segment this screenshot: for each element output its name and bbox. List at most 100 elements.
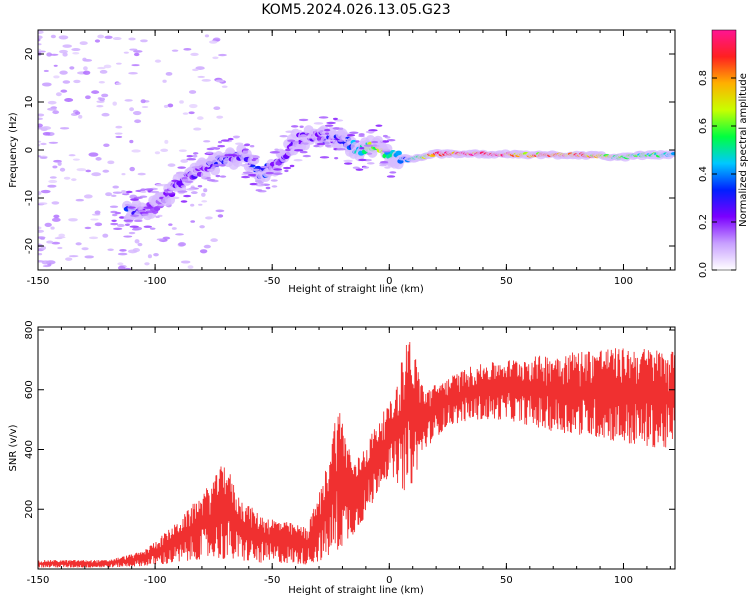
noise-speck [189, 103, 198, 109]
noise-speck [103, 64, 112, 69]
noise-speck [188, 90, 197, 94]
noise-speck [115, 135, 123, 139]
noise-speck [129, 139, 134, 144]
noise-speck [147, 254, 153, 259]
noise-speck [201, 79, 212, 82]
noise-speck [44, 222, 52, 227]
ridge-speckle [155, 183, 164, 187]
noise-speck [116, 223, 125, 228]
ridge-speckle [332, 117, 338, 121]
ridge-speckle [293, 159, 303, 162]
spectrogram-ytick-label: 0 [24, 147, 35, 153]
noise-speck [52, 110, 60, 115]
noise-speck [58, 35, 69, 40]
ridge-speckle [346, 134, 356, 137]
noise-speck [94, 210, 101, 215]
ridge-speckle [139, 211, 149, 215]
noise-speck [75, 111, 81, 115]
ridge-speckle [379, 163, 387, 167]
noise-speck [58, 233, 66, 237]
ridge-speckle [375, 124, 383, 127]
noise-speck [53, 214, 60, 219]
ridge-speckle [141, 213, 149, 216]
noise-speck [140, 99, 146, 104]
ridge-speckle [113, 227, 123, 231]
ridge-speckle [217, 144, 226, 148]
noise-speck [154, 59, 162, 63]
noise-speck [149, 227, 156, 230]
snr-xtick-label: -50 [264, 575, 280, 586]
noise-speck [97, 66, 106, 70]
noise-speck [183, 48, 192, 51]
noise-speck [188, 111, 195, 115]
snr-xtick-label: 100 [614, 575, 633, 586]
ridge-speckle [164, 189, 169, 192]
noise-speck [59, 49, 68, 54]
ridge-speckle [324, 128, 331, 132]
noise-speck [201, 192, 206, 197]
noise-speck [178, 149, 187, 152]
spectrogram-ytick-label: 10 [24, 96, 35, 109]
ridge-speckle [371, 140, 379, 144]
noise-speck [102, 169, 110, 173]
noise-speck [38, 191, 42, 196]
ridge-speckle [111, 219, 117, 222]
noise-speck [192, 68, 199, 72]
noise-speck [38, 140, 42, 143]
ridge-speckle [358, 133, 365, 136]
ridge-speckle [232, 135, 241, 138]
ridge-speckle [372, 144, 377, 147]
ridge-speckle [289, 164, 295, 168]
noise-speck [38, 253, 43, 256]
ridge-speckle [285, 130, 295, 133]
noise-speck [68, 255, 79, 258]
noise-speck [48, 179, 58, 184]
noise-speck [94, 222, 103, 227]
ridge-speckle [325, 132, 330, 135]
ridge-speckle [382, 134, 388, 138]
noise-speck [179, 100, 184, 104]
ridge-speckle [382, 148, 391, 152]
ridge-speckle [343, 159, 353, 163]
ridge-speckle [131, 228, 140, 231]
ridge-speckle [140, 188, 146, 191]
noise-speck [38, 143, 41, 147]
noise-speck [128, 72, 138, 75]
noise-speck [60, 89, 68, 93]
noise-speck [57, 161, 62, 166]
ridge-speckle [170, 196, 180, 200]
noise-speck [203, 188, 208, 193]
noise-speck [40, 189, 51, 194]
spectrogram-ytick-label: 20 [24, 48, 35, 61]
ridge-speckle [362, 166, 370, 169]
ridge-speckle [186, 158, 197, 161]
ridge-speckle [183, 194, 192, 198]
noise-speck [134, 119, 142, 124]
noise-speck [117, 265, 126, 270]
noise-speck [38, 43, 42, 46]
ridge-speckle [379, 160, 389, 164]
noise-speck [64, 98, 74, 102]
noise-speck [127, 249, 138, 254]
noise-speck [47, 100, 57, 105]
noise-speck [171, 49, 179, 52]
ridge-speckle [110, 194, 117, 198]
snr-xlabel: Height of straight line (km) [288, 585, 424, 596]
snr-line [38, 341, 675, 568]
ridge-speckle [258, 181, 264, 184]
ridge-speckle [265, 186, 271, 190]
noise-speck [124, 267, 132, 270]
noise-speck [68, 218, 78, 222]
noise-speck [132, 110, 142, 116]
ridge-speckle [297, 129, 302, 133]
noise-speck [42, 131, 51, 136]
ridge-speckle [349, 131, 359, 134]
ridge-speckle [177, 190, 188, 193]
ridge-speckle [143, 225, 153, 228]
noise-speck [84, 255, 94, 259]
noise-speck [41, 82, 52, 87]
ridge-speckle [197, 185, 203, 188]
noise-speck [180, 159, 189, 163]
noise-speck [208, 40, 218, 44]
ridge-speckle [147, 210, 152, 213]
